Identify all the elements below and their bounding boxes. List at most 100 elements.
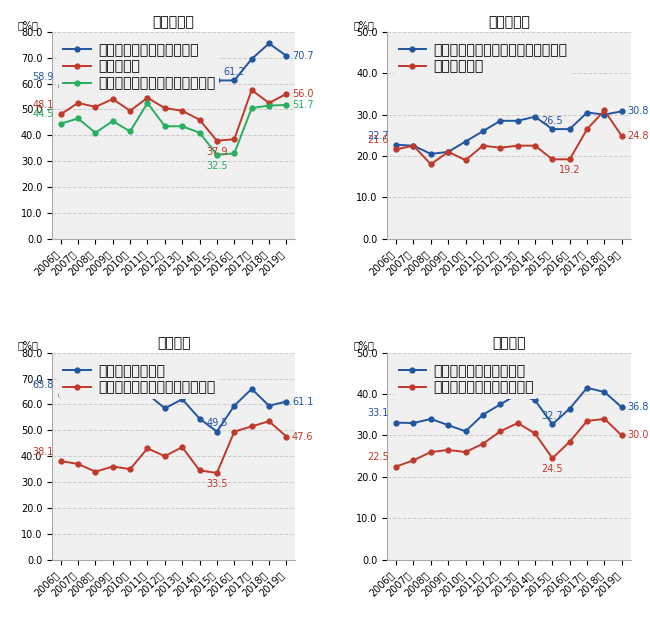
おもしろい: [74, 99, 82, 107]
センスがいい・カッコいい: [410, 457, 417, 464]
センスがいい・カッコいい: [427, 448, 435, 456]
感動や興奮を覚える情報が多い: [126, 128, 134, 135]
センスがいい・カッコいい: [445, 446, 452, 453]
ポリシーやメッセージを感じる: [57, 457, 64, 465]
おもしろい: [283, 90, 291, 98]
ポリシーやメッセージを感じる: [92, 468, 99, 476]
Text: 48.1: 48.1: [32, 100, 54, 110]
感動や興奮を覚える情報が多い: [109, 117, 116, 125]
おもしろい: [230, 135, 238, 143]
明確な個性や特徴を持つ: [514, 391, 521, 398]
明確な個性や特徴を持つ: [618, 403, 626, 411]
情報が信頼できる: [74, 376, 82, 384]
好感が持てる: [601, 107, 608, 114]
おもしろい: [57, 111, 64, 118]
ポリシーやメッセージを感じる: [144, 445, 151, 452]
Title: 【テレビ】: 【テレビ】: [153, 15, 194, 29]
おもしろい: [178, 107, 186, 114]
好感が持てる: [445, 148, 452, 156]
感動や興奮を覚える情報が多い: [213, 151, 221, 158]
分かりやすく伝えてくれる: [92, 68, 99, 76]
Text: 37.9: 37.9: [206, 147, 228, 157]
分かりやすく伝えてくれる: [178, 67, 186, 74]
感動や興奮を覚える情報が多い: [161, 123, 169, 130]
Text: 24.8: 24.8: [627, 131, 649, 141]
Text: 70.7: 70.7: [292, 51, 313, 61]
おもしろい: [126, 107, 134, 114]
分かりやすく伝えてくれる: [161, 69, 169, 77]
好感が持てる: [514, 142, 521, 149]
生活者の声に耳を傾けてくれる感じ: [549, 125, 556, 133]
Text: 63.8: 63.8: [32, 380, 54, 391]
好感が持てる: [392, 146, 400, 153]
ポリシーやメッセージを感じる: [283, 432, 291, 440]
好感が持てる: [618, 132, 626, 140]
ポリシーやメッセージを感じる: [74, 460, 82, 467]
センスがいい・カッコいい: [514, 419, 521, 427]
情報が信頼できる: [196, 415, 203, 422]
生活者の声に耳を傾けてくれる感じ: [583, 109, 591, 116]
生活者の声に耳を傾けてくれる感じ: [618, 107, 626, 115]
情報が信頼できる: [144, 391, 151, 398]
Text: 30.0: 30.0: [627, 431, 649, 441]
Line: 情報が信頼できる: 情報が信頼できる: [58, 377, 289, 434]
Line: 明確な個性や特徴を持つ: 明確な個性や特徴を持つ: [394, 385, 624, 434]
生活者の声に耳を傾けてくれる感じ: [427, 150, 435, 158]
Text: 22.7: 22.7: [367, 130, 389, 141]
分かりやすく伝えてくれる: [230, 76, 238, 84]
Legend: 分かりやすく伝えてくれる, おもしろい, 感動や興奮を覚える情報が多い: 分かりやすく伝えてくれる, おもしろい, 感動や興奮を覚える情報が多い: [59, 39, 219, 95]
分かりやすく伝えてくれる: [283, 52, 291, 60]
明確な個性や特徴を持つ: [566, 404, 574, 412]
センスがいい・カッコいい: [549, 455, 556, 462]
Text: 51.7: 51.7: [292, 100, 313, 110]
明確な個性や特徴を持つ: [427, 415, 435, 423]
分かりやすく伝えてくれる: [109, 64, 116, 72]
Text: 19.2: 19.2: [559, 165, 580, 176]
おもしろい: [161, 104, 169, 112]
センスがいい・カッコいい: [462, 448, 469, 456]
おもしろい: [144, 94, 151, 102]
Text: 22.5: 22.5: [367, 452, 389, 462]
情報が信頼できる: [57, 391, 64, 398]
Text: 30.8: 30.8: [627, 106, 649, 116]
生活者の声に耳を傾けてくれる感じ: [462, 138, 469, 146]
分かりやすく伝えてくれる: [213, 76, 221, 84]
分かりやすく伝えてくれる: [248, 55, 255, 63]
センスがいい・カッコいい: [497, 427, 504, 435]
Text: 26.5: 26.5: [541, 116, 563, 126]
Legend: 生活者の声に耳を傾けてくれる感じ, 好感が持てる: 生活者の声に耳を傾けてくれる感じ, 好感が持てる: [395, 39, 571, 78]
好感が持てる: [549, 156, 556, 163]
明確な個性や特徴を持つ: [497, 401, 504, 408]
生活者の声に耳を傾けてくれる感じ: [531, 113, 539, 120]
生活者の声に耳を傾けてくれる感じ: [601, 111, 608, 118]
Text: 32.7: 32.7: [541, 411, 563, 421]
Text: （%）: （%）: [354, 20, 374, 30]
センスがいい・カッコいい: [618, 432, 626, 439]
情報が信頼できる: [161, 404, 169, 412]
好感が持てる: [566, 156, 574, 163]
明確な個性や特徴を持つ: [445, 421, 452, 429]
Text: 56.0: 56.0: [292, 89, 313, 99]
情報が信頼できる: [283, 398, 291, 405]
Title: 【ラジオ】: 【ラジオ】: [488, 15, 530, 29]
分かりやすく伝えてくれる: [74, 68, 82, 76]
Text: （%）: （%）: [354, 341, 374, 350]
情報が信頼できる: [248, 385, 255, 392]
明確な個性や特徴を持つ: [531, 396, 539, 404]
Text: 21.6: 21.6: [368, 135, 389, 145]
分かりやすく伝えてくれる: [196, 78, 203, 86]
情報が信頼できる: [126, 389, 134, 397]
感動や興奮を覚える情報が多い: [178, 123, 186, 130]
Title: 【新聞】: 【新聞】: [157, 336, 190, 350]
分かりやすく伝えてくれる: [57, 83, 64, 90]
おもしろい: [196, 116, 203, 123]
センスがいい・カッコいい: [479, 440, 487, 448]
Text: （%）: （%）: [18, 20, 39, 30]
感動や興奮を覚える情報が多い: [92, 129, 99, 137]
おもしろい: [92, 103, 99, 111]
情報が信頼できる: [92, 389, 99, 397]
情報が信頼できる: [265, 402, 273, 410]
感動や興奮を覚える情報が多い: [230, 149, 238, 157]
おもしろい: [248, 86, 255, 94]
Text: 38.1: 38.1: [32, 447, 54, 457]
